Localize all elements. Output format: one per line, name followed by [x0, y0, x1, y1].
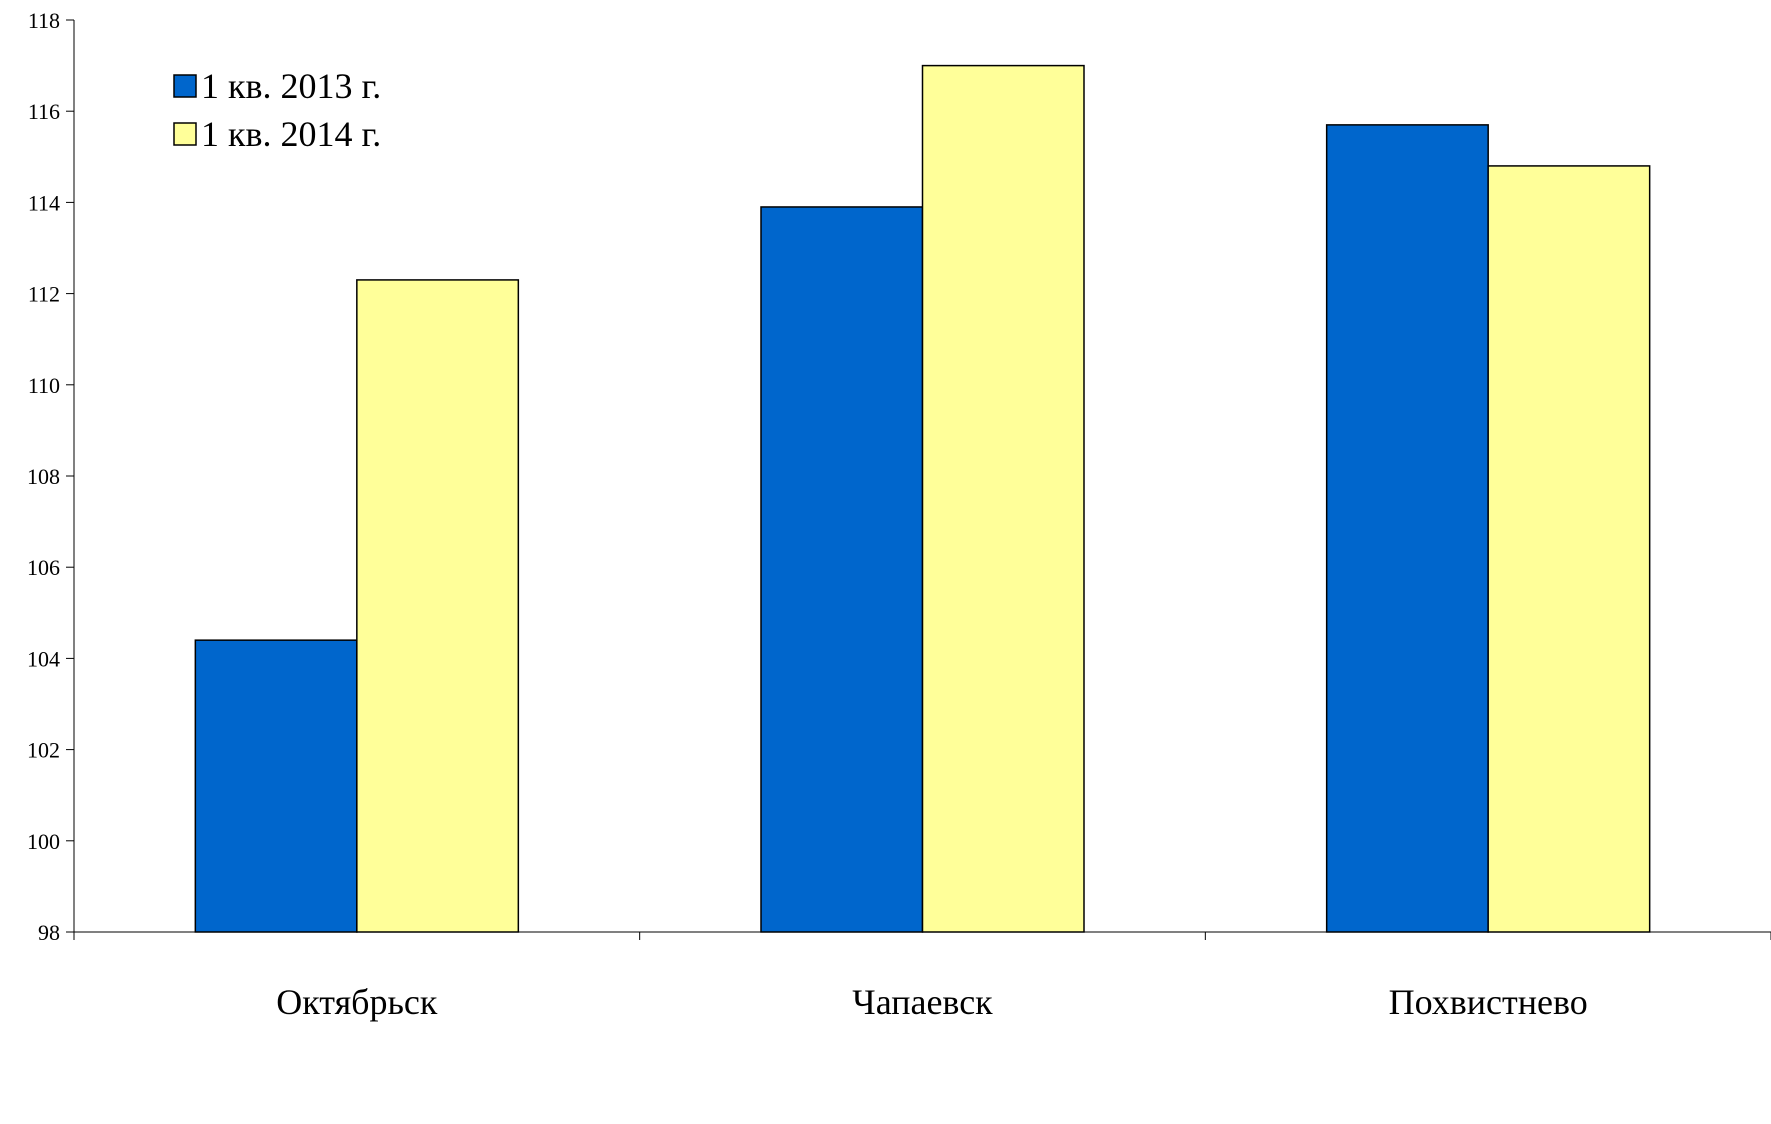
legend: 1 кв. 2013 г. 1 кв. 2014 г. [173, 66, 381, 154]
bar-1-2 [760, 206, 924, 933]
y-axis: 98 100 102 104 106 108 110 112 114 116 118 [27, 8, 75, 945]
bars [194, 64, 1651, 933]
legend-swatch [173, 122, 197, 146]
bar-1-1 [194, 639, 358, 933]
y-tick-label: 116 [28, 99, 60, 124]
category-label: Похвистнево [1389, 982, 1588, 1022]
y-tick-label: 104 [27, 646, 60, 671]
y-tick-label: 102 [27, 738, 60, 763]
y-tick-label: 108 [27, 464, 60, 489]
legend-swatch [173, 74, 197, 98]
legend-label: 1 кв. 2014 г. [201, 114, 381, 154]
bar-2-3 [1487, 165, 1651, 933]
y-tick-label: 118 [28, 8, 60, 33]
y-tick-label: 98 [38, 920, 60, 945]
y-tick-label: 100 [27, 829, 60, 854]
legend-label: 1 кв. 2013 г. [201, 66, 381, 106]
y-tick-label: 112 [28, 282, 60, 307]
y-tick-label: 114 [28, 190, 60, 215]
bar-2-2 [921, 64, 1085, 933]
category-label: Чапаевск [852, 982, 993, 1022]
y-tick-label: 106 [27, 555, 60, 580]
bar-2-1 [356, 279, 520, 933]
category-label: Октябрьск [276, 982, 438, 1022]
bar-1-3 [1325, 124, 1489, 933]
x-axis: Октябрьск Чапаевск Похвистнево [73, 931, 1771, 1022]
y-tick-label: 110 [28, 373, 60, 398]
